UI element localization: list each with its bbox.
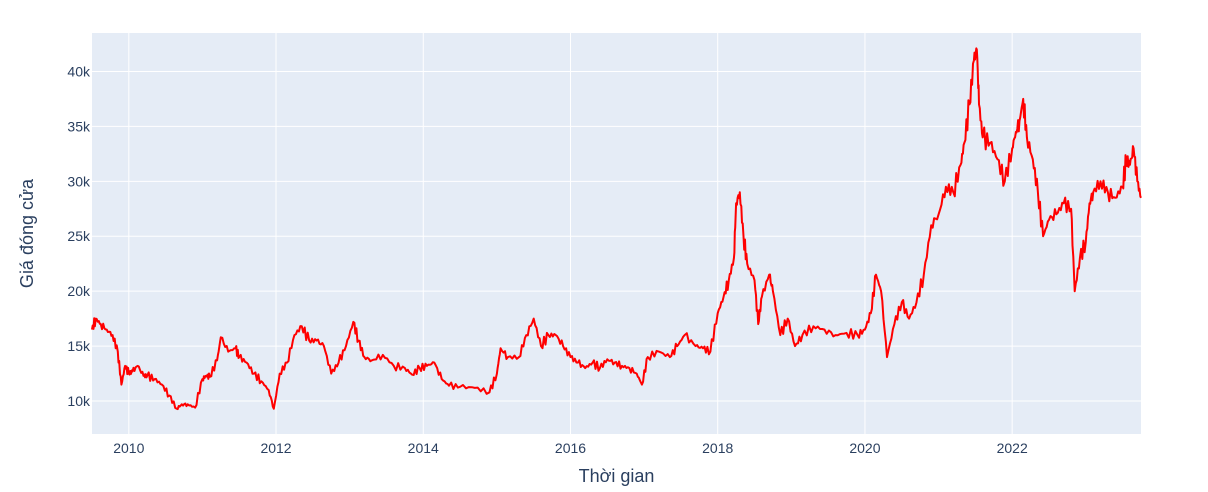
y-tick-label: 25k: [67, 228, 91, 244]
y-tick-label: 35k: [67, 118, 91, 134]
y-tick-label: 15k: [67, 338, 91, 354]
series-line: [91, 47, 1142, 411]
x-axis-title: Thời gian: [579, 466, 655, 486]
x-tick-label: 2016: [555, 440, 586, 456]
x-gridlines: [128, 33, 1013, 434]
series-layer: [91, 47, 1142, 411]
x-tick-label: 2020: [849, 440, 880, 456]
x-tick-label: 2018: [702, 440, 733, 456]
y-tick-label: 40k: [67, 63, 91, 79]
x-tick-label: 2014: [408, 440, 439, 456]
y-tick-label: 30k: [67, 173, 91, 189]
y-tick-label: 10k: [67, 393, 91, 409]
x-tick-label: 2022: [997, 440, 1028, 456]
x-tick-label: 2010: [113, 440, 144, 456]
x-tick-labels: 2010 2012 2014 2016 2018 2020 2022: [113, 440, 1028, 456]
y-tick-label: 20k: [67, 283, 91, 299]
plot-background: [92, 33, 1141, 434]
y-tick-labels: 10k 15k 20k 25k 30k 35k 40k: [67, 63, 91, 409]
y-axis-title: Giá đóng cửa: [17, 178, 37, 288]
x-tick-label: 2012: [260, 440, 291, 456]
